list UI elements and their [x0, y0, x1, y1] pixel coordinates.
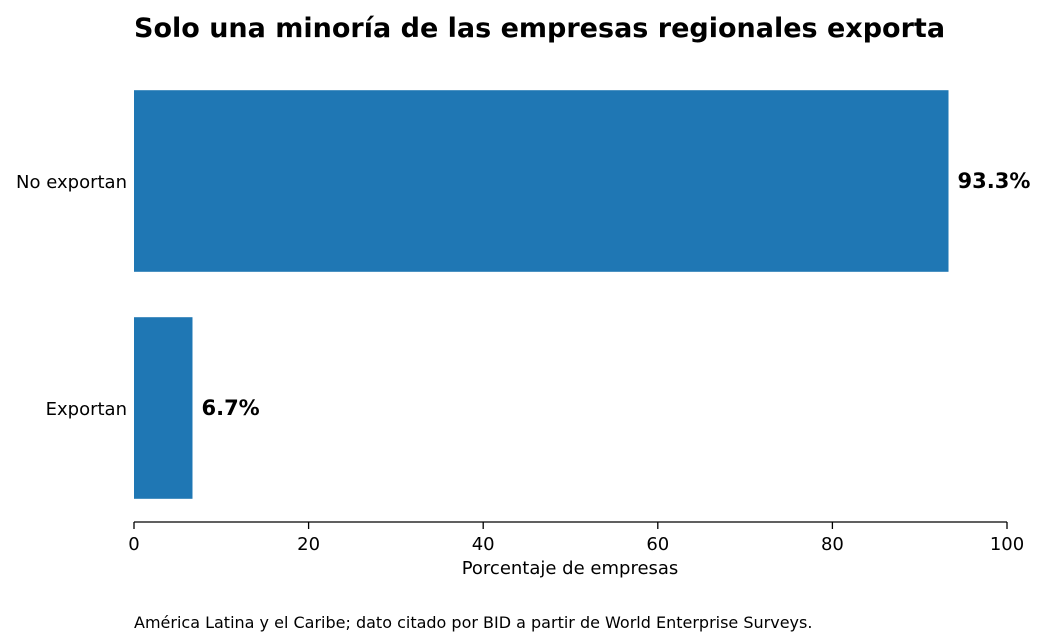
- category-label: Exportan: [46, 399, 127, 420]
- value-label: 93.3%: [958, 169, 1031, 193]
- x-tick-label: 80: [821, 534, 844, 555]
- x-tick-label: 20: [297, 534, 320, 555]
- x-tick-label: 0: [128, 534, 139, 555]
- bar-exportan: [134, 317, 193, 499]
- source-note: América Latina y el Caribe; dato citado …: [134, 613, 812, 632]
- x-tick-label: 100: [990, 534, 1024, 555]
- chart-title: Solo una minoría de las empresas regiona…: [134, 13, 945, 44]
- category-label: No exportan: [16, 172, 127, 193]
- bar-no-exportan: [134, 90, 949, 272]
- value-label: 6.7%: [201, 396, 259, 420]
- x-tick-label: 60: [646, 534, 669, 555]
- x-tick-label: 40: [472, 534, 495, 555]
- bars-layer: No exportan 93.3% Exportan 6.7%: [16, 90, 1030, 499]
- x-axis: 0 20 40 60 80 100: [128, 521, 1024, 555]
- x-axis-title: Porcentaje de empresas: [462, 558, 679, 579]
